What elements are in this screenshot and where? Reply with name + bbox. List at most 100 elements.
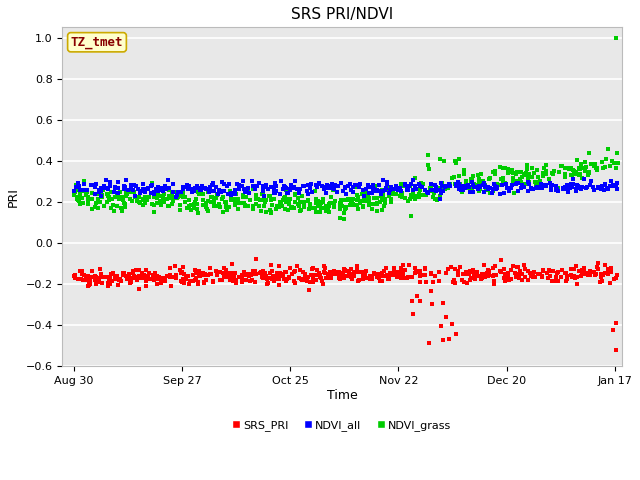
NDVI_grass: [352, 201, 362, 208]
NDVI_all: [488, 180, 499, 188]
NDVI_grass: [533, 173, 543, 181]
SRS_PRI: [152, 272, 163, 280]
NDVI_grass: [120, 200, 130, 207]
NDVI_all: [558, 186, 568, 193]
SRS_PRI: [83, 278, 93, 286]
NDVI_all: [565, 184, 575, 192]
SRS_PRI: [104, 280, 115, 288]
NDVI_grass: [95, 198, 105, 205]
SRS_PRI: [462, 270, 472, 278]
NDVI_all: [151, 185, 161, 192]
SRS_PRI: [415, 278, 426, 286]
NDVI_grass: [451, 180, 461, 187]
SRS_PRI: [222, 271, 232, 279]
NDVI_all: [611, 182, 621, 190]
NDVI_all: [571, 185, 581, 193]
SRS_PRI: [132, 274, 143, 281]
SRS_PRI: [93, 274, 104, 281]
NDVI_all: [261, 181, 271, 189]
NDVI_grass: [516, 168, 526, 176]
NDVI_grass: [611, 164, 621, 172]
NDVI_all: [197, 182, 207, 190]
SRS_PRI: [177, 268, 187, 276]
SRS_PRI: [603, 265, 613, 273]
NDVI_all: [224, 180, 234, 188]
NDVI_all: [372, 186, 382, 194]
NDVI_all: [294, 185, 305, 193]
SRS_PRI: [91, 273, 101, 281]
NDVI_all: [536, 184, 547, 192]
NDVI_grass: [299, 204, 309, 211]
NDVI_grass: [116, 204, 126, 212]
NDVI_all: [600, 180, 611, 187]
SRS_PRI: [262, 276, 272, 283]
NDVI_grass: [435, 155, 445, 162]
NDVI_grass: [522, 174, 532, 181]
NDVI_grass: [114, 195, 124, 203]
SRS_PRI: [399, 266, 410, 274]
NDVI_all: [367, 181, 378, 189]
SRS_PRI: [553, 276, 563, 284]
NDVI_grass: [79, 177, 89, 185]
SRS_PRI: [605, 279, 615, 287]
SRS_PRI: [339, 274, 349, 282]
NDVI_grass: [498, 177, 508, 185]
SRS_PRI: [483, 266, 493, 274]
SRS_PRI: [246, 272, 257, 279]
NDVI_grass: [579, 158, 589, 166]
NDVI_grass: [385, 192, 395, 200]
SRS_PRI: [444, 265, 454, 273]
NDVI_grass: [352, 196, 362, 204]
SRS_PRI: [164, 271, 175, 279]
NDVI_all: [153, 183, 163, 191]
SRS_PRI: [451, 330, 461, 338]
NDVI_all: [279, 182, 289, 190]
NDVI_grass: [372, 207, 383, 215]
NDVI_all: [399, 180, 410, 188]
NDVI_grass: [467, 175, 477, 183]
SRS_PRI: [398, 261, 408, 269]
NDVI_all: [217, 179, 227, 186]
NDVI_grass: [575, 170, 585, 178]
SRS_PRI: [600, 269, 610, 276]
NDVI_all: [156, 187, 166, 194]
SRS_PRI: [212, 269, 222, 277]
SRS_PRI: [118, 271, 128, 278]
NDVI_grass: [440, 185, 450, 193]
NDVI_grass: [548, 170, 558, 178]
NDVI_grass: [351, 191, 362, 199]
NDVI_grass: [118, 196, 128, 204]
NDVI_grass: [202, 205, 212, 213]
NDVI_all: [205, 183, 216, 191]
NDVI_all: [600, 181, 610, 189]
SRS_PRI: [116, 277, 126, 285]
NDVI_grass: [230, 197, 241, 205]
NDVI_all: [280, 183, 290, 191]
NDVI_grass: [303, 196, 313, 204]
NDVI_grass: [339, 209, 349, 217]
NDVI_grass: [243, 203, 253, 210]
SRS_PRI: [275, 269, 285, 277]
SRS_PRI: [229, 274, 239, 281]
NDVI_all: [576, 185, 586, 192]
SRS_PRI: [164, 274, 175, 281]
NDVI_all: [109, 184, 120, 192]
NDVI_all: [435, 195, 445, 203]
SRS_PRI: [389, 264, 399, 272]
SRS_PRI: [538, 266, 548, 274]
SRS_PRI: [468, 266, 478, 274]
NDVI_grass: [276, 200, 286, 207]
NDVI_grass: [358, 203, 369, 210]
NDVI_grass: [538, 169, 548, 177]
NDVI_grass: [321, 203, 332, 211]
Title: SRS PRI/NDVI: SRS PRI/NDVI: [291, 7, 394, 22]
SRS_PRI: [345, 271, 355, 279]
NDVI_grass: [201, 200, 211, 207]
NDVI_all: [463, 181, 474, 189]
NDVI_grass: [164, 187, 174, 194]
SRS_PRI: [148, 273, 158, 280]
SRS_PRI: [547, 277, 557, 285]
NDVI_grass: [218, 208, 228, 216]
NDVI_grass: [216, 189, 226, 196]
NDVI_grass: [535, 177, 545, 185]
